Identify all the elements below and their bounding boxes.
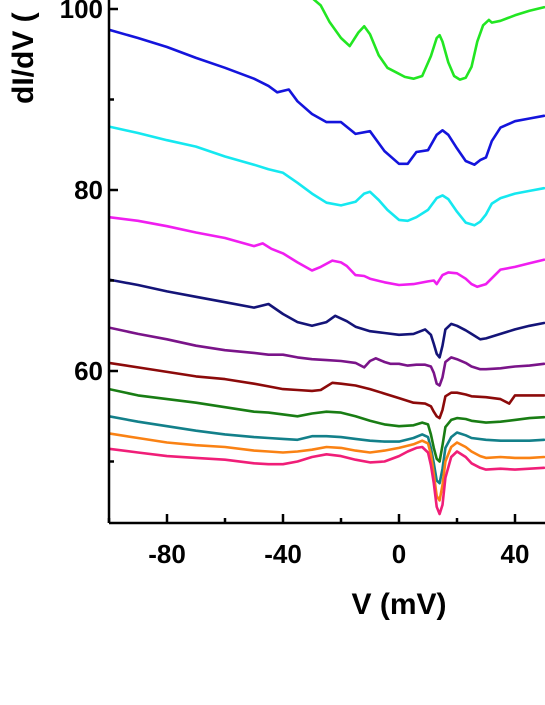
plot-area <box>109 0 545 516</box>
y-tick-label: 100 <box>60 0 103 24</box>
x-tick-label: -80 <box>148 539 186 569</box>
x-tick-label: 40 <box>501 539 530 569</box>
x-axis-title: V (mV) <box>351 588 446 621</box>
series-line-5 <box>109 278 545 359</box>
series-line-8 <box>109 387 545 463</box>
x-tick-label: 0 <box>392 539 406 569</box>
x-tick-label: -40 <box>264 539 302 569</box>
series-line-2 <box>109 28 545 166</box>
y-tick-label: 60 <box>74 356 103 386</box>
series-line-4 <box>109 215 545 289</box>
series-line-3 <box>109 125 545 227</box>
axes <box>107 0 545 525</box>
series-line-11 <box>109 445 545 516</box>
series-line-6 <box>109 326 545 387</box>
series-line-10 <box>109 432 545 502</box>
ticks: -80 -40 0 40 60 80 100 <box>60 0 530 569</box>
series-line-1 <box>312 0 545 81</box>
series-line-7 <box>109 361 545 420</box>
y-axis-title: dI/dV ( <box>7 12 40 104</box>
y-tick-label: 80 <box>74 175 103 205</box>
series-line-9 <box>109 415 545 485</box>
